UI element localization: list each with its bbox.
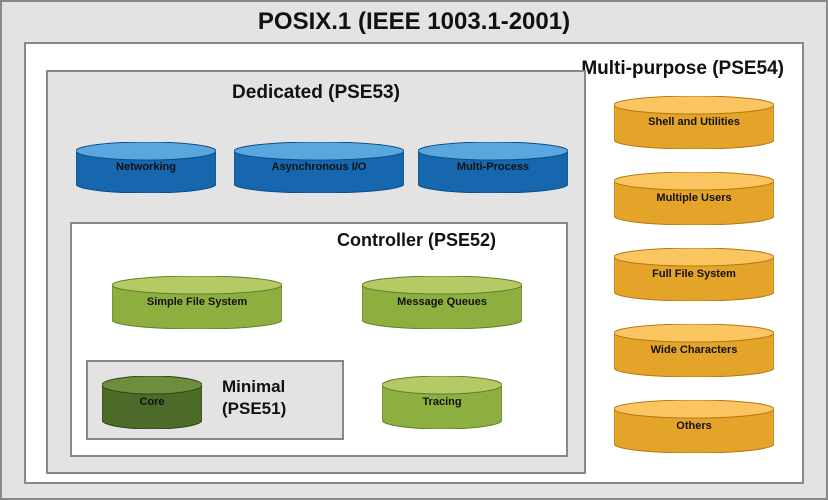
cyl-msg-queues: Message Queues xyxy=(362,276,522,334)
cyl-simple-fs: Simple File System xyxy=(112,276,282,334)
minimal-label: Minimal (PSE51) xyxy=(222,376,342,420)
cyl-multiple-users: Multiple Users xyxy=(614,172,774,230)
cyl-others: Others xyxy=(614,400,774,458)
multi-purpose-label: Multi-purpose (PSE54) xyxy=(581,58,784,80)
cyl-networking: Networking xyxy=(76,142,216,198)
minimal-line2: (PSE51) xyxy=(222,399,286,418)
cyl-core: Core xyxy=(102,376,202,434)
inner-panel: Multi-purpose (PSE54) Shell and Utilitie… xyxy=(24,42,804,484)
posix-outer-box: POSIX.1 (IEEE 1003.1-2001) Multi-purpose… xyxy=(0,0,828,500)
main-title: POSIX.1 (IEEE 1003.1-2001) xyxy=(2,8,826,36)
controller-box: Controller (PSE52) Simple File System Me… xyxy=(70,222,568,457)
cyl-multi-process: Multi-Process xyxy=(418,142,568,198)
cyl-shell-utilities: Shell and Utilities xyxy=(614,96,774,154)
minimal-line1: Minimal xyxy=(222,377,285,396)
controller-label: Controller (PSE52) xyxy=(337,230,496,251)
dedicated-box: Dedicated (PSE53) Networking Asynchronou… xyxy=(46,70,586,474)
minimal-box: Core Minimal (PSE51) xyxy=(86,360,344,440)
cyl-async-io: Asynchronous I/O xyxy=(234,142,404,198)
cyl-wide-characters: Wide Characters xyxy=(614,324,774,382)
cyl-tracing: Tracing xyxy=(382,376,502,434)
cyl-full-file-system: Full File System xyxy=(614,248,774,306)
dedicated-label: Dedicated (PSE53) xyxy=(48,82,584,104)
